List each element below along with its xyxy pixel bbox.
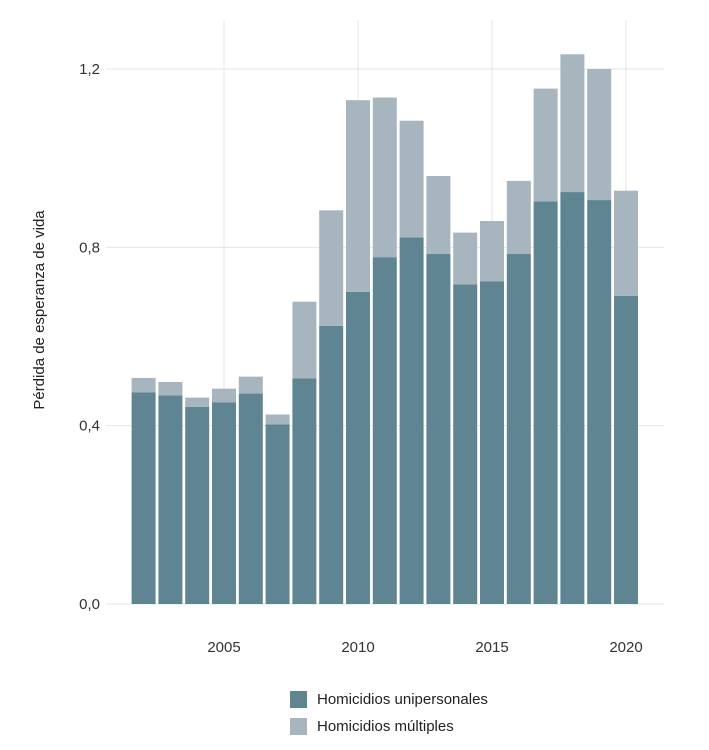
bar-unipersonales [560, 192, 585, 605]
legend-swatch-unipersonales [290, 691, 307, 708]
legend: Homicidios unipersonales Homicidios múlt… [290, 686, 488, 740]
x-tick-label: 2010 [341, 639, 374, 656]
bar-unipersonales [533, 201, 558, 604]
bar-multiples [560, 54, 585, 193]
legend-label-unipersonales: Homicidios unipersonales [317, 691, 488, 708]
bar-multiples [587, 69, 612, 201]
tick-labels: 0,0 0,4 0,8 1,2 2005 2010 2015 2020 [79, 61, 643, 656]
bar-multiples [453, 232, 478, 285]
bar-multiples [399, 120, 424, 238]
y-tick-label: 0,8 [79, 239, 100, 256]
bar-unipersonales [480, 281, 504, 604]
bar-unipersonales [506, 254, 531, 605]
bar-unipersonales [185, 406, 210, 604]
legend-label-multiples: Homicidios múltiples [317, 718, 454, 735]
bar-multiples [426, 176, 451, 255]
bar-unipersonales [399, 237, 424, 604]
x-tick-label: 2020 [609, 639, 642, 656]
bar-multiples [212, 388, 236, 403]
bar-unipersonales [292, 378, 317, 604]
y-tick-label: 0,0 [79, 596, 100, 613]
bar-multiples [533, 88, 558, 202]
bars [131, 54, 638, 605]
legend-item-unipersonales: Homicidios unipersonales [290, 686, 488, 713]
x-tick-label: 2015 [475, 639, 508, 656]
bar-unipersonales [426, 254, 451, 605]
bar-unipersonales [372, 257, 397, 604]
bar-multiples [185, 397, 210, 407]
bar-multiples [346, 100, 370, 292]
legend-item-multiples: Homicidios múltiples [290, 713, 488, 740]
bar-unipersonales [587, 200, 612, 604]
x-tick-label: 2005 [207, 639, 240, 656]
bar-unipersonales [238, 393, 263, 604]
bar-multiples [131, 377, 156, 393]
bar-unipersonales [319, 325, 344, 604]
bar-multiples [158, 381, 183, 396]
y-axis-title: Pérdida de esperanza de vida [31, 210, 48, 410]
bar-multiples [292, 301, 317, 379]
bar-unipersonales [453, 284, 478, 604]
bar-unipersonales [131, 392, 156, 604]
stacked-bar-chart: 0,0 0,4 0,8 1,2 2005 2010 2015 2020 Pérdida de … [31, 20, 664, 656]
bar-multiples [480, 221, 504, 282]
bar-unipersonales [158, 395, 183, 604]
bar-unipersonales [265, 424, 290, 604]
legend-swatch-multiples [290, 718, 307, 735]
y-tick-label: 1,2 [79, 61, 100, 78]
bar-multiples [372, 97, 397, 258]
bar-unipersonales [212, 402, 236, 604]
bar-unipersonales [614, 295, 638, 604]
bar-multiples [265, 414, 290, 425]
bar-multiples [238, 376, 263, 394]
y-tick-label: 0,4 [79, 418, 100, 435]
bar-multiples [319, 210, 344, 326]
bar-multiples [506, 180, 531, 255]
bar-multiples [614, 190, 638, 296]
bar-unipersonales [346, 291, 370, 604]
